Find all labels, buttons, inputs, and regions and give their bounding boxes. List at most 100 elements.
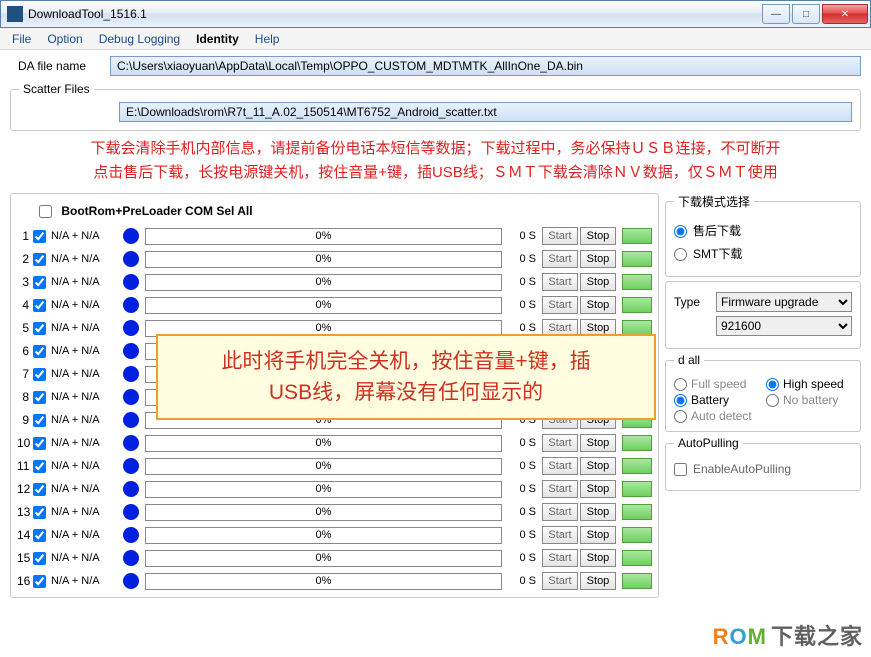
status-dot-icon <box>123 274 139 290</box>
elapsed-time: 0 S <box>508 253 542 265</box>
elapsed-time: 0 S <box>508 322 542 334</box>
maximize-button[interactable]: □ <box>792 4 820 24</box>
mode-aftersale-radio[interactable] <box>674 225 687 238</box>
elapsed-time: 0 S <box>508 529 542 541</box>
row-checkbox[interactable] <box>33 460 46 473</box>
row-status: N/A + N/A <box>51 345 123 357</box>
menu-help[interactable]: Help <box>249 30 286 48</box>
auto-detect-option[interactable]: Auto detect <box>674 409 758 423</box>
stop-button[interactable]: Stop <box>580 457 616 475</box>
row-status: N/A + N/A <box>51 230 123 242</box>
row-checkbox[interactable] <box>33 230 46 243</box>
status-led-icon <box>622 550 652 566</box>
stop-button[interactable]: Stop <box>580 503 616 521</box>
status-led-icon <box>622 435 652 451</box>
elapsed-time: 0 S <box>508 460 542 472</box>
type-label: Type <box>674 295 710 309</box>
stop-button[interactable]: Stop <box>580 227 616 245</box>
start-button[interactable]: Start <box>542 572 578 590</box>
status-dot-icon <box>123 527 139 543</box>
start-button[interactable]: Start <box>542 273 578 291</box>
autopulling-legend: AutoPulling <box>674 436 743 450</box>
status-dot-icon <box>123 366 139 382</box>
status-dot-icon <box>123 320 139 336</box>
row-checkbox[interactable] <box>33 276 46 289</box>
status-dot-icon <box>123 458 139 474</box>
start-button[interactable]: Start <box>542 503 578 521</box>
mode-smt-radio[interactable] <box>674 248 687 261</box>
battery-option[interactable]: Battery <box>674 393 758 407</box>
select-all-label: BootRom+PreLoader COM Sel All <box>61 204 252 218</box>
start-button[interactable]: Start <box>542 296 578 314</box>
start-button[interactable]: Start <box>542 434 578 452</box>
speed-legend: d all <box>674 353 704 367</box>
menu-file[interactable]: File <box>6 30 37 48</box>
row-checkbox[interactable] <box>33 529 46 542</box>
status-led-icon <box>622 251 652 267</box>
row-checkbox[interactable] <box>33 253 46 266</box>
progress-bar: 0% <box>145 527 502 544</box>
stop-button[interactable]: Stop <box>580 434 616 452</box>
row-checkbox[interactable] <box>33 575 46 588</box>
menu-identity[interactable]: Identity <box>190 30 245 48</box>
scatter-file-path[interactable]: E:\Downloads\rom\R7t_11_A.02_150514\MT67… <box>119 102 852 122</box>
da-file-path[interactable]: C:\Users\xiaoyuan\AppData\Local\Temp\OPP… <box>110 56 861 76</box>
mode-smt-label: SMT下载 <box>693 247 742 261</box>
device-row: 2N/A + N/A0%0 SStartStop <box>17 249 652 269</box>
status-dot-icon <box>123 297 139 313</box>
status-dot-icon <box>123 573 139 589</box>
row-checkbox[interactable] <box>33 552 46 565</box>
start-button[interactable]: Start <box>542 457 578 475</box>
status-led-icon <box>622 504 652 520</box>
row-checkbox[interactable] <box>33 391 46 404</box>
start-button[interactable]: Start <box>542 549 578 567</box>
baud-select[interactable]: 921600 <box>716 316 852 336</box>
instruction-overlay: 此时将手机完全关机，按住音量+键，插USB线，屏幕没有任何显示的 <box>156 334 656 420</box>
menu-debug-logging[interactable]: Debug Logging <box>93 30 186 48</box>
progress-bar: 0% <box>145 573 502 590</box>
stop-button[interactable]: Stop <box>580 572 616 590</box>
progress-bar: 0% <box>145 251 502 268</box>
row-number: 6 <box>17 344 33 358</box>
row-status: N/A + N/A <box>51 506 123 518</box>
select-all-checkbox[interactable] <box>39 205 52 218</box>
device-row: 1N/A + N/A0%0 SStartStop <box>17 226 652 246</box>
row-status: N/A + N/A <box>51 552 123 564</box>
start-button[interactable]: Start <box>542 250 578 268</box>
row-status: N/A + N/A <box>51 414 123 426</box>
elapsed-time: 0 S <box>508 230 542 242</box>
stop-button[interactable]: Stop <box>580 273 616 291</box>
row-checkbox[interactable] <box>33 483 46 496</box>
start-button[interactable]: Start <box>542 480 578 498</box>
elapsed-time: 0 S <box>508 299 542 311</box>
stop-button[interactable]: Stop <box>580 549 616 567</box>
stop-button[interactable]: Stop <box>580 480 616 498</box>
start-button[interactable]: Start <box>542 227 578 245</box>
enable-autopulling-checkbox[interactable] <box>674 463 687 476</box>
row-checkbox[interactable] <box>33 345 46 358</box>
high-speed-option[interactable]: High speed <box>766 377 850 391</box>
app-icon <box>7 6 23 22</box>
device-row: 14N/A + N/A0%0 SStartStop <box>17 525 652 545</box>
row-checkbox[interactable] <box>33 322 46 335</box>
close-button[interactable]: ✕ <box>822 4 868 24</box>
stop-button[interactable]: Stop <box>580 296 616 314</box>
row-checkbox[interactable] <box>33 368 46 381</box>
type-select[interactable]: Firmware upgrade <box>716 292 852 312</box>
row-checkbox[interactable] <box>33 437 46 450</box>
start-button[interactable]: Start <box>542 526 578 544</box>
row-status: N/A + N/A <box>51 483 123 495</box>
full-speed-option[interactable]: Full speed <box>674 377 758 391</box>
row-status: N/A + N/A <box>51 391 123 403</box>
speed-group: d all Full speed High speed Battery No b… <box>665 353 861 432</box>
no-battery-option[interactable]: No battery <box>766 393 850 407</box>
stop-button[interactable]: Stop <box>580 250 616 268</box>
minimize-button[interactable]: — <box>762 4 790 24</box>
row-checkbox[interactable] <box>33 414 46 427</box>
row-checkbox[interactable] <box>33 506 46 519</box>
row-checkbox[interactable] <box>33 299 46 312</box>
row-status: N/A + N/A <box>51 460 123 472</box>
menu-option[interactable]: Option <box>41 30 88 48</box>
stop-button[interactable]: Stop <box>580 526 616 544</box>
status-dot-icon <box>123 412 139 428</box>
